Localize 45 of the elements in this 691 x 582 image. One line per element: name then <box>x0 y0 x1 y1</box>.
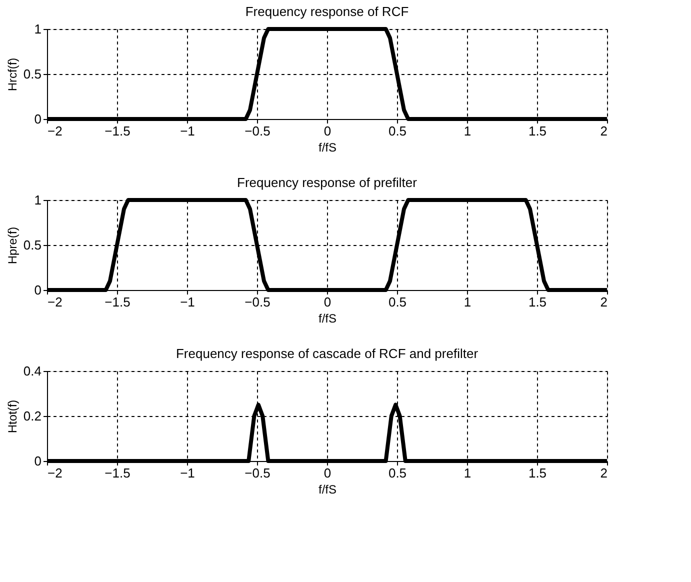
y-axis-title: Hrcf(f) <box>5 58 20 92</box>
y-tick-label: 1 <box>34 22 42 36</box>
chart-title: Frequency response of prefilter <box>237 175 418 190</box>
x-tick-label: 2 <box>600 466 608 480</box>
x-tick-label: −1 <box>180 466 195 480</box>
x-axis-title: f/fS <box>318 140 337 154</box>
x-tick-label: −2 <box>48 466 62 480</box>
x-tick-label: −1.5 <box>104 124 130 138</box>
y-axis-title: Hpre(f) <box>5 226 20 264</box>
x-tick-label: 0.5 <box>388 466 407 480</box>
x-tick-label: −1 <box>180 294 195 310</box>
x-tick-label: −1.5 <box>104 294 130 310</box>
x-tick-label: 0.5 <box>388 124 407 138</box>
y-tick-label: 0.2 <box>23 408 42 424</box>
x-tick-label: 0 <box>324 124 332 138</box>
x-tick-label: 1 <box>464 124 472 138</box>
y-tick-label: 1 <box>34 192 42 208</box>
x-tick-label: 0.5 <box>388 294 407 310</box>
y-tick-label: 0 <box>34 454 42 468</box>
x-tick-label: −2 <box>48 294 62 310</box>
chart-title: Frequency response of RCF <box>245 4 409 19</box>
x-tick-label: 1 <box>464 466 472 480</box>
x-tick-label: 0 <box>324 466 332 480</box>
x-tick-label: −1 <box>180 124 195 138</box>
y-tick-label: 0 <box>34 112 42 126</box>
x-tick-label: 0 <box>324 294 332 310</box>
x-tick-label: −0.5 <box>244 124 270 138</box>
x-axis-title: f/fS <box>318 482 337 496</box>
x-tick-label: 1.5 <box>528 294 547 310</box>
y-tick-label: 0.4 <box>23 364 42 378</box>
x-tick-label: −0.5 <box>244 294 270 310</box>
y-tick-label: 0 <box>34 282 42 298</box>
y-axis-title: Htot(f) <box>5 400 20 434</box>
y-tick-label: 0.5 <box>23 238 42 252</box>
x-tick-label: 1.5 <box>528 124 547 138</box>
x-tick-label: −1.5 <box>104 466 130 480</box>
x-tick-label: −0.5 <box>244 466 270 480</box>
x-tick-label: 2 <box>600 294 608 310</box>
x-tick-label: 1 <box>464 294 472 310</box>
x-tick-label: 2 <box>600 124 608 138</box>
y-tick-label: 0.5 <box>23 66 42 82</box>
chart-title: Frequency response of cascade of RCF and prefilter <box>176 346 479 361</box>
x-tick-label: −2 <box>48 124 62 138</box>
x-tick-label: 1.5 <box>528 466 547 480</box>
x-axis-title: f/fS <box>318 312 337 326</box>
